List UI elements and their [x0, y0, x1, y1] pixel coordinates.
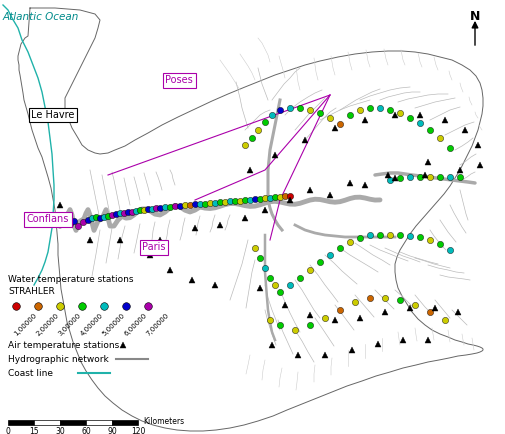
- Text: Kilometers: Kilometers: [143, 418, 184, 427]
- Text: 0: 0: [6, 427, 11, 434]
- Text: 1,00000: 1,00000: [13, 312, 38, 337]
- Text: Le Havre: Le Havre: [31, 110, 75, 120]
- Text: STRAHLER: STRAHLER: [8, 287, 55, 296]
- Text: 30: 30: [55, 427, 65, 434]
- Bar: [60, 420, 86, 425]
- Text: Air temperature stations: Air temperature stations: [8, 341, 119, 349]
- Text: 60: 60: [81, 427, 91, 434]
- Text: 6,00000: 6,00000: [123, 312, 148, 337]
- Bar: [8, 420, 34, 425]
- Text: 5,00000: 5,00000: [101, 312, 126, 337]
- Text: 90: 90: [107, 427, 117, 434]
- Text: 4,00000: 4,00000: [79, 312, 104, 337]
- Bar: [34, 420, 60, 425]
- Text: N: N: [470, 10, 480, 23]
- Text: 7,00000: 7,00000: [145, 312, 170, 337]
- Text: 120: 120: [131, 427, 145, 434]
- Text: Atlantic Ocean: Atlantic Ocean: [3, 12, 79, 22]
- Bar: [112, 420, 138, 425]
- Text: Hydrographic network: Hydrographic network: [8, 355, 109, 364]
- Text: 3,00000: 3,00000: [57, 312, 82, 337]
- Text: Water temperature stations: Water temperature stations: [8, 276, 133, 285]
- Bar: [86, 420, 112, 425]
- Text: 15: 15: [29, 427, 39, 434]
- Text: Conflans: Conflans: [27, 214, 69, 224]
- Text: Poses: Poses: [166, 75, 193, 85]
- Polygon shape: [18, 8, 483, 431]
- Text: Coast line: Coast line: [8, 368, 53, 378]
- Text: 2,00000: 2,00000: [35, 312, 60, 337]
- Text: Paris: Paris: [142, 242, 166, 253]
